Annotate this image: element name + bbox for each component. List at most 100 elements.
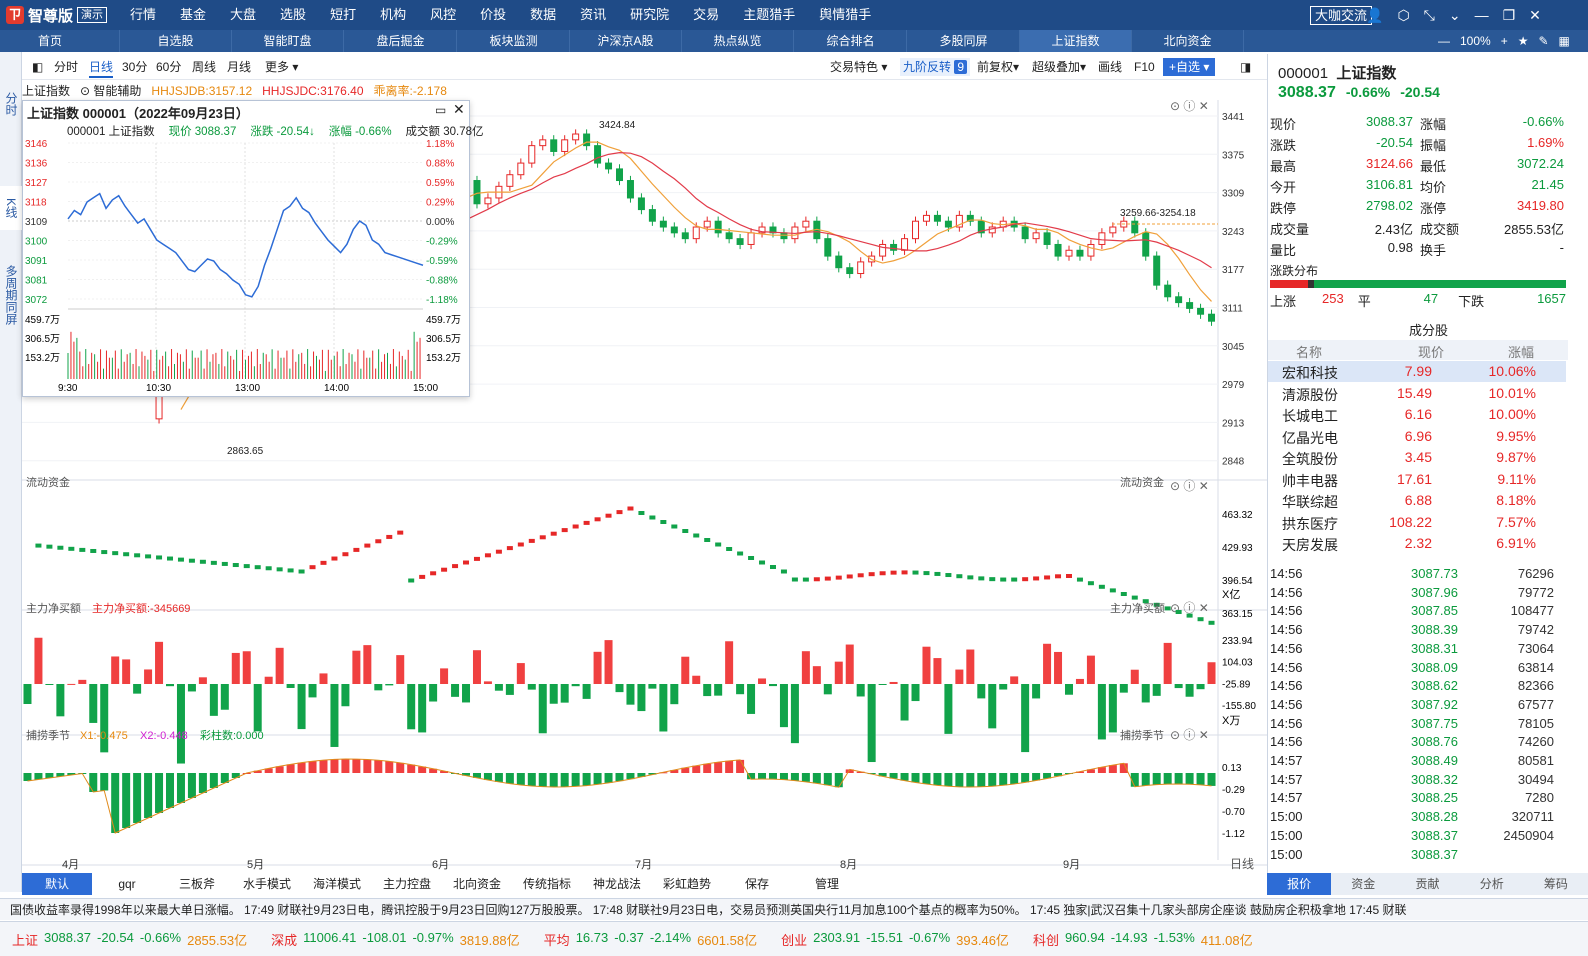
more-menu[interactable]: 更多 ▾ (265, 60, 299, 74)
tab-1[interactable]: 自选股 (120, 30, 232, 52)
strip-kline[interactable]: K线 (0, 186, 22, 230)
strip-timeshare[interactable]: 分时 (4, 92, 18, 116)
menu-item-12[interactable]: 主题猎手 (743, 7, 796, 22)
status-index-0[interactable]: 上证 3088.37 -20.54 -0.66% 2855.53亿 (0, 930, 259, 949)
draw-line-button[interactable]: 画线 (1098, 60, 1123, 74)
status-index-2[interactable]: 平均 16.73 -0.37 -2.14% 6601.58亿 (532, 930, 769, 949)
indicator-tab-9[interactable]: 彩虹趋势 (662, 877, 711, 891)
panel-toggle-icon[interactable]: ◨ (1240, 60, 1252, 74)
popup-right-tick: -0.29% (426, 237, 458, 248)
vip-exchange-button[interactable]: 大咖交流 (1310, 6, 1373, 25)
status-index-3[interactable]: 创业 2303.91 -15.51 -0.67% 393.46亿 (769, 930, 1021, 949)
main-bar (176, 684, 185, 764)
menu-item-2[interactable]: 大盘 (230, 7, 257, 22)
menu-item-13[interactable]: 舆情猎手 (819, 7, 872, 22)
trade-feature-menu[interactable]: 交易特色 ▾ (830, 60, 888, 74)
tab-8[interactable]: 多股同屏 (908, 30, 1020, 52)
indicator-tab-0[interactable]: 默认 (22, 873, 92, 895)
menu-item-4[interactable]: 短打 (330, 7, 357, 22)
period-monthly[interactable]: 月线 (227, 60, 252, 74)
period-timeshare[interactable]: 分时 (54, 60, 79, 74)
constituent-row[interactable]: 亿晶光电 6.96 9.95% (1268, 426, 1566, 447)
right-tab-4[interactable]: 筹码 (1543, 877, 1568, 891)
indicator-tab-2[interactable]: 三板斧 (178, 877, 215, 891)
tab-9[interactable]: 上证指数 (1020, 30, 1132, 52)
app-logo[interactable]: ㄗ 智尊版 演示 (6, 4, 108, 26)
zoom-in-icon[interactable]: + (1500, 34, 1508, 48)
status-index-4[interactable]: 科创 960.94 -14.93 -1.53% 411.08亿 (1021, 930, 1265, 949)
constituent-row[interactable]: 清源股份 15.49 10.01% (1268, 383, 1566, 404)
indicator-tab-11[interactable]: 管理 (814, 877, 839, 891)
constituent-row[interactable]: 拱东医疗 108.22 7.57% (1268, 512, 1566, 533)
smart-assist-toggle[interactable]: ⊙ 智能辅助 (80, 84, 142, 98)
menu-item-1[interactable]: 基金 (180, 7, 207, 22)
tab-5[interactable]: 沪深京A股 (570, 30, 682, 52)
right-tab-1[interactable]: 资金 (1351, 877, 1376, 891)
menu-item-0[interactable]: 行情 (130, 7, 157, 22)
tab-4[interactable]: 板块监测 (458, 30, 570, 52)
indicator-tab-1[interactable]: gqr (118, 877, 136, 891)
tab-7[interactable]: 综合排名 (795, 30, 907, 52)
tab-10[interactable]: 北向资金 (1132, 30, 1244, 52)
period-weekly[interactable]: 周线 (192, 60, 217, 74)
right-tab-0[interactable]: 报价 (1267, 873, 1332, 895)
status-index-1[interactable]: 深成 11006.41 -108.01 -0.97% 3819.88亿 (259, 930, 532, 949)
menu-item-7[interactable]: 价投 (480, 7, 507, 22)
menu-item-9[interactable]: 资讯 (580, 7, 607, 22)
adjust-menu[interactable]: 前复权▾ (977, 60, 1020, 74)
grid-icon[interactable]: ▦ (1558, 34, 1570, 48)
right-tab-2[interactable]: 贡献 (1415, 877, 1440, 891)
nine-reversal-button[interactable]: 九阶反转 9 (900, 58, 971, 76)
tab-6[interactable]: 热点纵览 (682, 30, 794, 52)
menu-item-8[interactable]: 数据 (530, 7, 557, 22)
panel-controls-icon[interactable]: ⊙ ⓘ ✕ (1170, 479, 1209, 493)
user-icon[interactable]: 👤 (1366, 6, 1384, 23)
right-tab-3[interactable]: 分析 (1479, 877, 1504, 891)
indicator-tab-6[interactable]: 北向资金 (452, 877, 501, 891)
status-field: 平均 (543, 932, 570, 948)
dropdown-icon[interactable]: ⌄ (1448, 6, 1461, 23)
constituent-row[interactable]: 长城电工 6.16 10.00% (1268, 404, 1566, 425)
overlay-menu[interactable]: 超级叠加▾ (1032, 60, 1087, 74)
panel-controls-icon[interactable]: ⊙ ⓘ ✕ (1170, 728, 1209, 742)
indicator-tab-7[interactable]: 传统指标 (522, 877, 571, 891)
main-bar (966, 649, 975, 684)
indicator-tab-10[interactable]: 保存 (744, 877, 769, 891)
tab-0[interactable]: 首页 (20, 30, 120, 52)
indicator-tab-4[interactable]: 海洋模式 (312, 877, 361, 891)
menu-item-10[interactable]: 研究院 (630, 7, 670, 22)
popup-min-icon[interactable]: ▭ (435, 103, 447, 117)
constituent-row[interactable]: 宏和科技 7.99 10.06% (1268, 361, 1566, 382)
constituent-row[interactable]: 帅丰电器 17.61 9.11% (1268, 469, 1566, 490)
layout-icon[interactable]: ◧ (32, 60, 44, 74)
news-ticker[interactable]: 国债收益率录得1998年以来最大单日涨幅。 17:49 财联社9月23日电，腾讯… (0, 898, 1588, 920)
settings-icon[interactable]: ⬡ (1397, 6, 1410, 23)
tab-3[interactable]: 盘后掘金 (345, 30, 457, 52)
constituent-row[interactable]: 全筑股份 3.45 9.87% (1268, 447, 1566, 468)
constituent-row[interactable]: 华联综超 6.88 8.18% (1268, 490, 1566, 511)
indicator-tab-3[interactable]: 水手模式 (242, 877, 291, 891)
add-watchlist-button[interactable]: +自选 ▾ (1163, 58, 1216, 76)
menu-item-3[interactable]: 选股 (280, 7, 307, 22)
indicator-tab-5[interactable]: 主力控盘 (382, 877, 431, 891)
period-60min[interactable]: 60分 (156, 60, 182, 74)
indicator-tab-8[interactable]: 神龙战法 (592, 877, 641, 891)
popup-close-icon[interactable]: ✕ (453, 101, 465, 117)
zoom-out-icon[interactable]: — (1438, 34, 1450, 48)
menu-item-6[interactable]: 风控 (430, 7, 457, 22)
period-daily[interactable]: 日线 (89, 58, 114, 78)
bookmark-icon[interactable]: ★ (1517, 34, 1529, 48)
minimize-icon[interactable]: — (1474, 7, 1489, 23)
menu-item-11[interactable]: 交易 (693, 7, 720, 22)
constituent-row[interactable]: 天房发展 2.32 6.91% (1268, 533, 1566, 554)
f10-button[interactable]: F10 (1134, 60, 1155, 74)
tab-2[interactable]: 智能盯盘 (232, 30, 344, 52)
panel-controls-icon[interactable]: ⊙ ⓘ ✕ (1170, 100, 1209, 113)
period-30min[interactable]: 30分 (122, 60, 148, 74)
close-icon[interactable]: ✕ (1529, 6, 1541, 23)
pen-icon[interactable]: ✎ (1538, 34, 1549, 48)
shrink-icon[interactable]: ⤡ (1423, 6, 1435, 23)
restore-icon[interactable]: ❐ (1502, 6, 1516, 23)
strip-multiperiod[interactable]: 多周期同屏 (4, 265, 18, 325)
menu-item-5[interactable]: 机构 (380, 7, 407, 22)
